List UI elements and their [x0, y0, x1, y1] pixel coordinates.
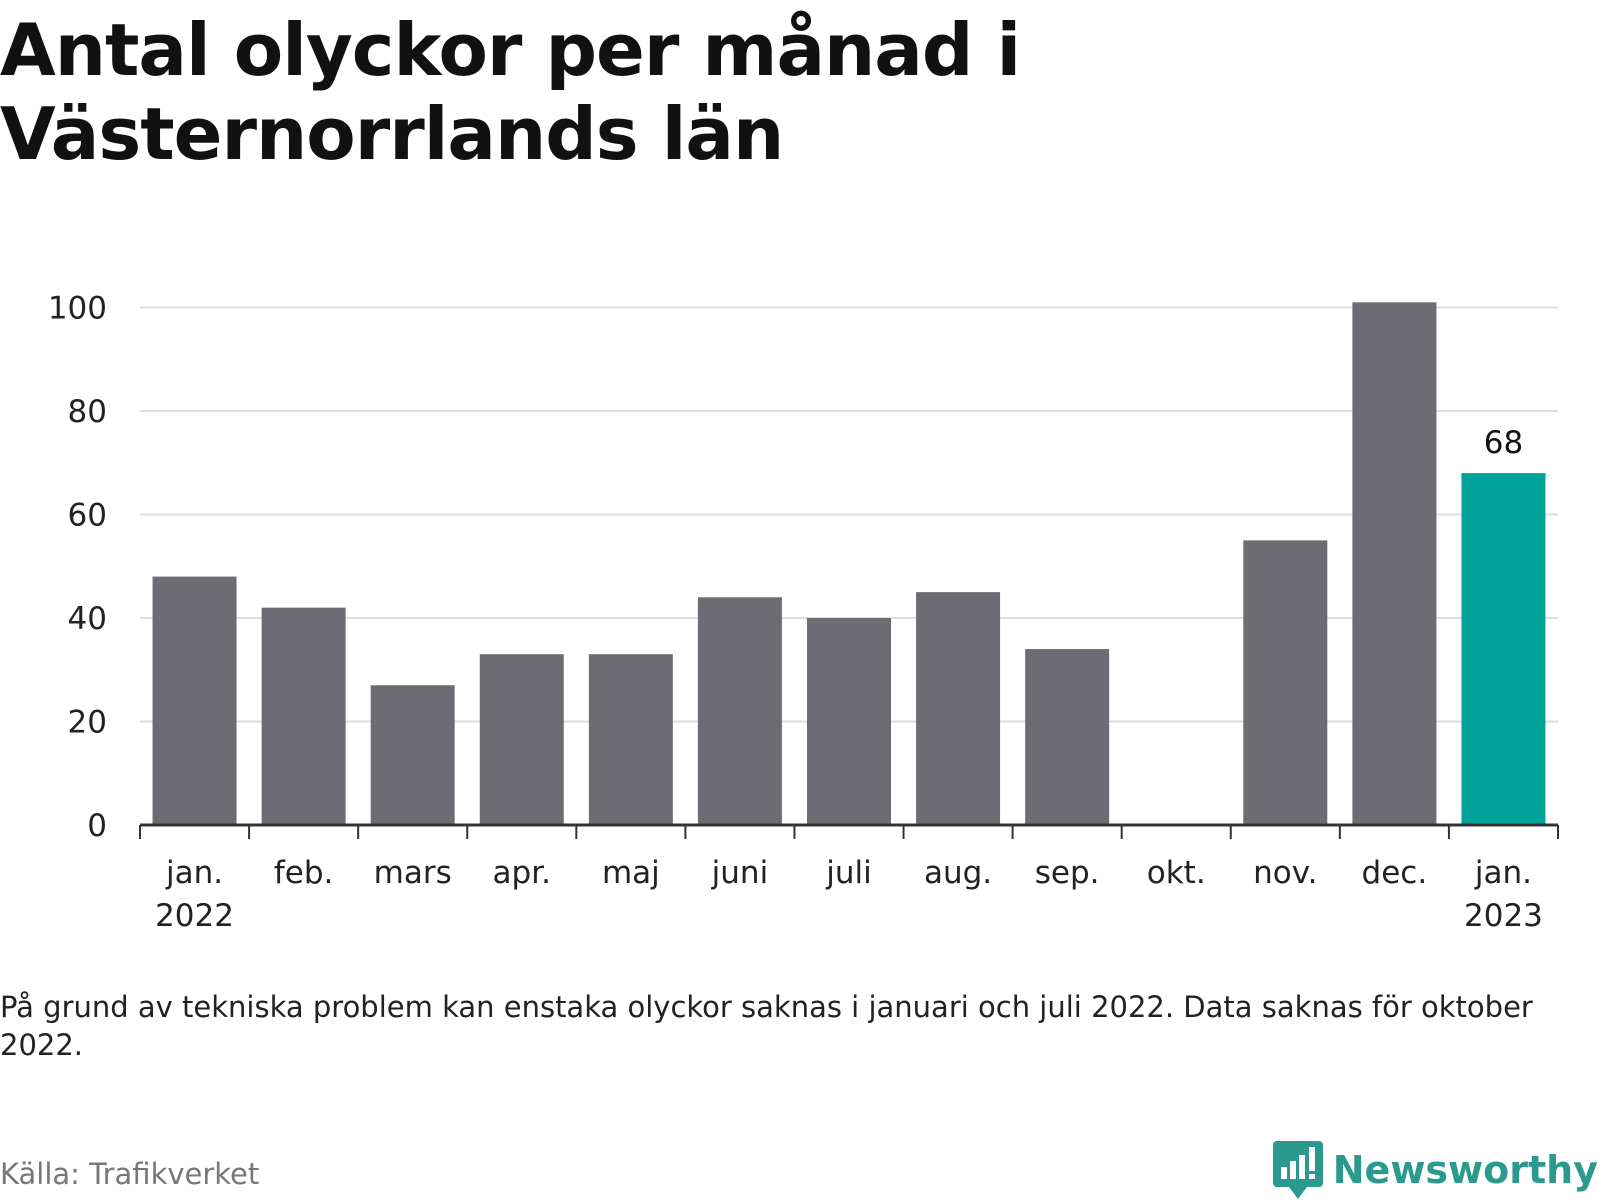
bar	[1461, 473, 1546, 825]
bar	[370, 685, 455, 825]
x-tick-label: juni	[711, 855, 769, 891]
x-tick-label: maj	[602, 855, 660, 891]
x-tick-label: juli	[825, 855, 872, 891]
y-tick-label: 100	[48, 291, 107, 327]
x-tick-label: okt.	[1147, 855, 1206, 891]
bar	[152, 576, 237, 825]
bar	[1243, 540, 1328, 825]
x-tick-label: sep.	[1035, 855, 1100, 891]
x-tick-label: apr.	[493, 855, 551, 891]
brand-name: Newsworthy	[1332, 1148, 1598, 1192]
bar-chart: 0 20 40 60 80 100 68 jan. 2022 feb. mars apr. maj jun…	[48, 291, 1559, 934]
newsworthy-logo-icon	[1272, 1141, 1323, 1199]
y-tick-label: 40	[68, 601, 107, 637]
x-tick-label: jan.	[165, 855, 223, 891]
bar	[588, 654, 673, 825]
y-tick-label: 20	[68, 705, 107, 741]
x-tick-label: 2022	[155, 898, 234, 934]
bar	[1025, 649, 1110, 825]
y-tick-label: 0	[87, 808, 107, 844]
x-tick-label: dec.	[1362, 855, 1428, 891]
x-tick-label: nov.	[1253, 855, 1317, 891]
bar	[261, 607, 346, 825]
x-tick-label: mars	[374, 855, 452, 891]
brand-logo[interactable]: Newsworthy	[1272, 1140, 1598, 1200]
bar	[697, 597, 782, 825]
source-credit: Källa: Trafikverket	[0, 1157, 260, 1191]
chart-title: Antal olyckor per månad i Västernorrland…	[0, 8, 1021, 176]
data-label: 68	[1484, 425, 1523, 461]
x-tick-label: feb.	[274, 855, 334, 891]
y-tick-label: 80	[68, 394, 107, 430]
bar	[807, 618, 891, 825]
y-tick-label: 60	[68, 498, 107, 534]
chart-note: På grund av tekniska problem kan enstaka…	[0, 990, 1533, 1062]
x-tick-label: 2023	[1464, 898, 1543, 934]
bar	[1352, 302, 1437, 825]
bar	[479, 654, 564, 825]
bar	[916, 592, 1001, 825]
x-tick-label: aug.	[924, 855, 992, 891]
x-tick-label: jan.	[1474, 855, 1532, 891]
